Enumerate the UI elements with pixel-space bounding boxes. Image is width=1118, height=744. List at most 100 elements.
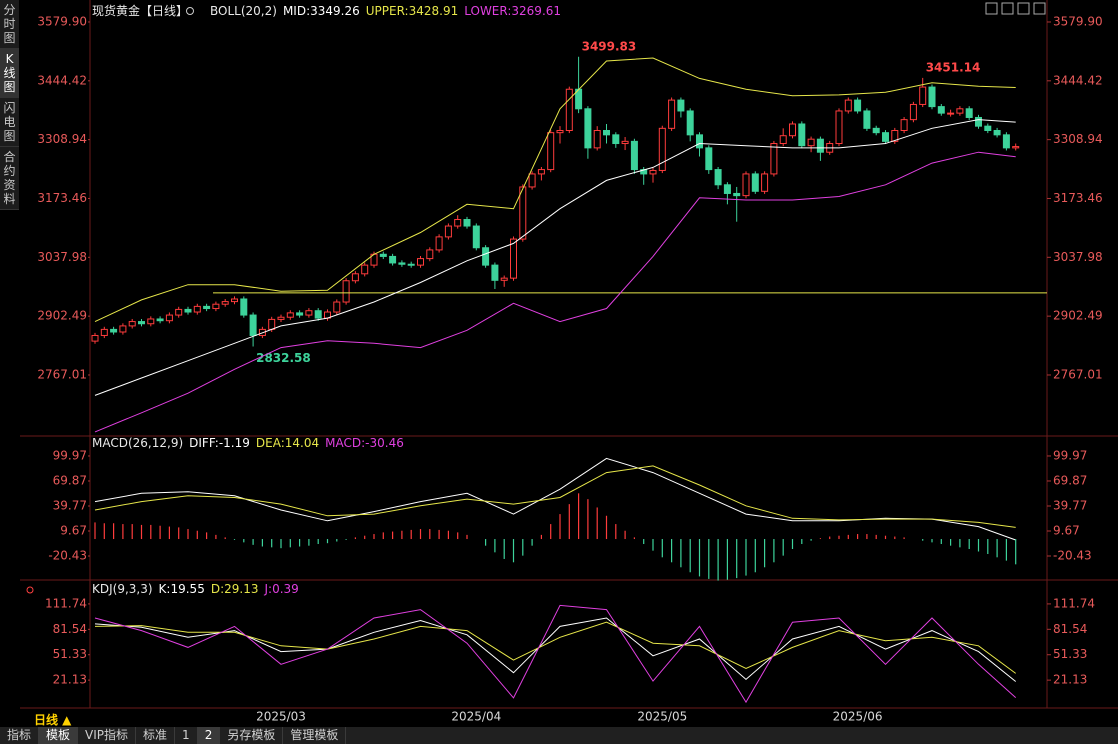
candle-body: [379, 253, 387, 257]
legend-value: 29.13: [224, 582, 258, 596]
footer-tab[interactable]: VIP指标: [78, 727, 137, 744]
y-tick-label: 3173.46: [37, 191, 87, 205]
frame: [20, 0, 1118, 709]
candle-body: [928, 86, 936, 108]
candle-body: [305, 310, 313, 316]
candle-body: [584, 108, 592, 149]
candle-body: [268, 318, 276, 330]
y-tick-label-right: 2902.49: [1053, 309, 1103, 323]
indicator-line: [94, 621, 1016, 674]
candle-body: [649, 169, 657, 175]
side-tab[interactable]: 分时图: [0, 0, 19, 49]
y-tick-label: 51.33: [53, 647, 87, 661]
title-icon: [186, 7, 194, 15]
legend-label: J:: [263, 582, 272, 596]
indicator-line: [94, 617, 1017, 682]
candle-body: [398, 262, 406, 265]
y-tick-label: 3579.90: [37, 14, 87, 28]
toolbar[interactable]: [985, 2, 1046, 15]
side-tab[interactable]: 合约资料: [0, 147, 19, 210]
sidebar: 分时图 K线图 闪电图 合约资料: [0, 0, 19, 210]
legend-value: 19.55: [170, 582, 204, 596]
candle-body: [909, 103, 917, 121]
footer-tabs: 指标 模板 VIP指标 标准 1 2 另存模板 管理模板: [0, 727, 1118, 744]
legend-label: MID:: [283, 4, 310, 18]
candle-body: [844, 99, 852, 112]
candle-body: [547, 132, 555, 171]
candle-body: [342, 280, 350, 303]
candle-body: [751, 173, 759, 192]
candle-body: [872, 127, 880, 134]
y-tick-label: 39.77: [53, 498, 87, 512]
legend-value: -30.46: [365, 436, 404, 450]
indicator-line: [94, 119, 1016, 396]
candle-body: [91, 334, 99, 342]
panel-title: 现货黄金【日线】: [92, 3, 188, 18]
candle-body: [333, 301, 341, 313]
candle-body: [798, 123, 806, 147]
candle-body: [956, 108, 964, 114]
candle-body: [100, 328, 108, 336]
candle-body: [454, 219, 462, 227]
candle-body: [723, 184, 731, 194]
indicator-line: [94, 465, 1016, 528]
legend-label: DEA:: [256, 436, 285, 450]
footer-tab[interactable]: 指标: [0, 727, 40, 744]
candle-body: [733, 192, 741, 197]
candle-body: [231, 298, 238, 303]
y-tick-label-right: 21.13: [1053, 673, 1087, 687]
indicator-line: [94, 57, 1016, 323]
legend-label: UPPER:: [366, 4, 409, 18]
candle-body: [770, 143, 778, 175]
candle-body: [426, 249, 434, 260]
footer-tab[interactable]: 另存模板: [220, 727, 284, 744]
candle-body: [789, 123, 796, 137]
extreme-label: 2832.58: [256, 351, 311, 365]
side-tab[interactable]: 闪电图: [0, 98, 19, 147]
y-tick-label: 2902.49: [37, 309, 87, 323]
candle-body: [705, 147, 713, 171]
candle-body: [212, 303, 220, 310]
candle-body: [407, 263, 415, 266]
y-tick-label: -20.43: [48, 549, 87, 563]
candle-body: [658, 127, 666, 171]
candle-body: [500, 277, 508, 281]
candle-body: [482, 247, 490, 266]
candle-body: [947, 112, 955, 115]
settings-icon[interactable]: [26, 586, 34, 594]
y-tick-label: 9.67: [60, 523, 87, 537]
period-button[interactable]: 日线 ▲: [34, 713, 72, 727]
legend-value: 3349.26: [310, 4, 360, 18]
candle-body: [286, 312, 294, 318]
candle-body: [128, 321, 136, 327]
candle-body: [937, 106, 945, 114]
candle-body: [984, 125, 992, 131]
candle-body: [696, 134, 703, 149]
candle-body: [175, 308, 183, 316]
legend-value: 3428.91: [409, 4, 459, 18]
candle-body: [240, 298, 248, 316]
candle-body: [510, 238, 517, 279]
footer-tab[interactable]: 1: [175, 727, 198, 744]
footer-tab[interactable]: 标准: [136, 727, 176, 744]
x-tick-label: 2025/06: [833, 710, 883, 724]
panel-header: KDJ(9,3,3) K:19.55 D:29.13 J:0.39: [92, 582, 299, 596]
candle-body: [919, 86, 927, 105]
candle-body: [463, 219, 471, 227]
legend-label: D:: [211, 582, 224, 596]
y-tick-label-right: 9.67: [1053, 523, 1080, 537]
footer-tab[interactable]: 2: [197, 727, 221, 744]
legend-value: 3269.61: [511, 4, 561, 18]
legend-value: -1.19: [219, 436, 250, 450]
candle-body: [147, 318, 155, 325]
x-tick-label: 2025/05: [637, 710, 687, 724]
y-tick-label-right: 111.74: [1053, 596, 1095, 610]
footer-tab[interactable]: 管理模板: [283, 727, 347, 744]
candle-body: [882, 132, 889, 142]
y-tick-label: 111.74: [45, 596, 87, 610]
candle-body: [1012, 146, 1020, 149]
footer-tab[interactable]: 模板: [39, 727, 79, 744]
side-tab[interactable]: K线图: [0, 49, 19, 98]
